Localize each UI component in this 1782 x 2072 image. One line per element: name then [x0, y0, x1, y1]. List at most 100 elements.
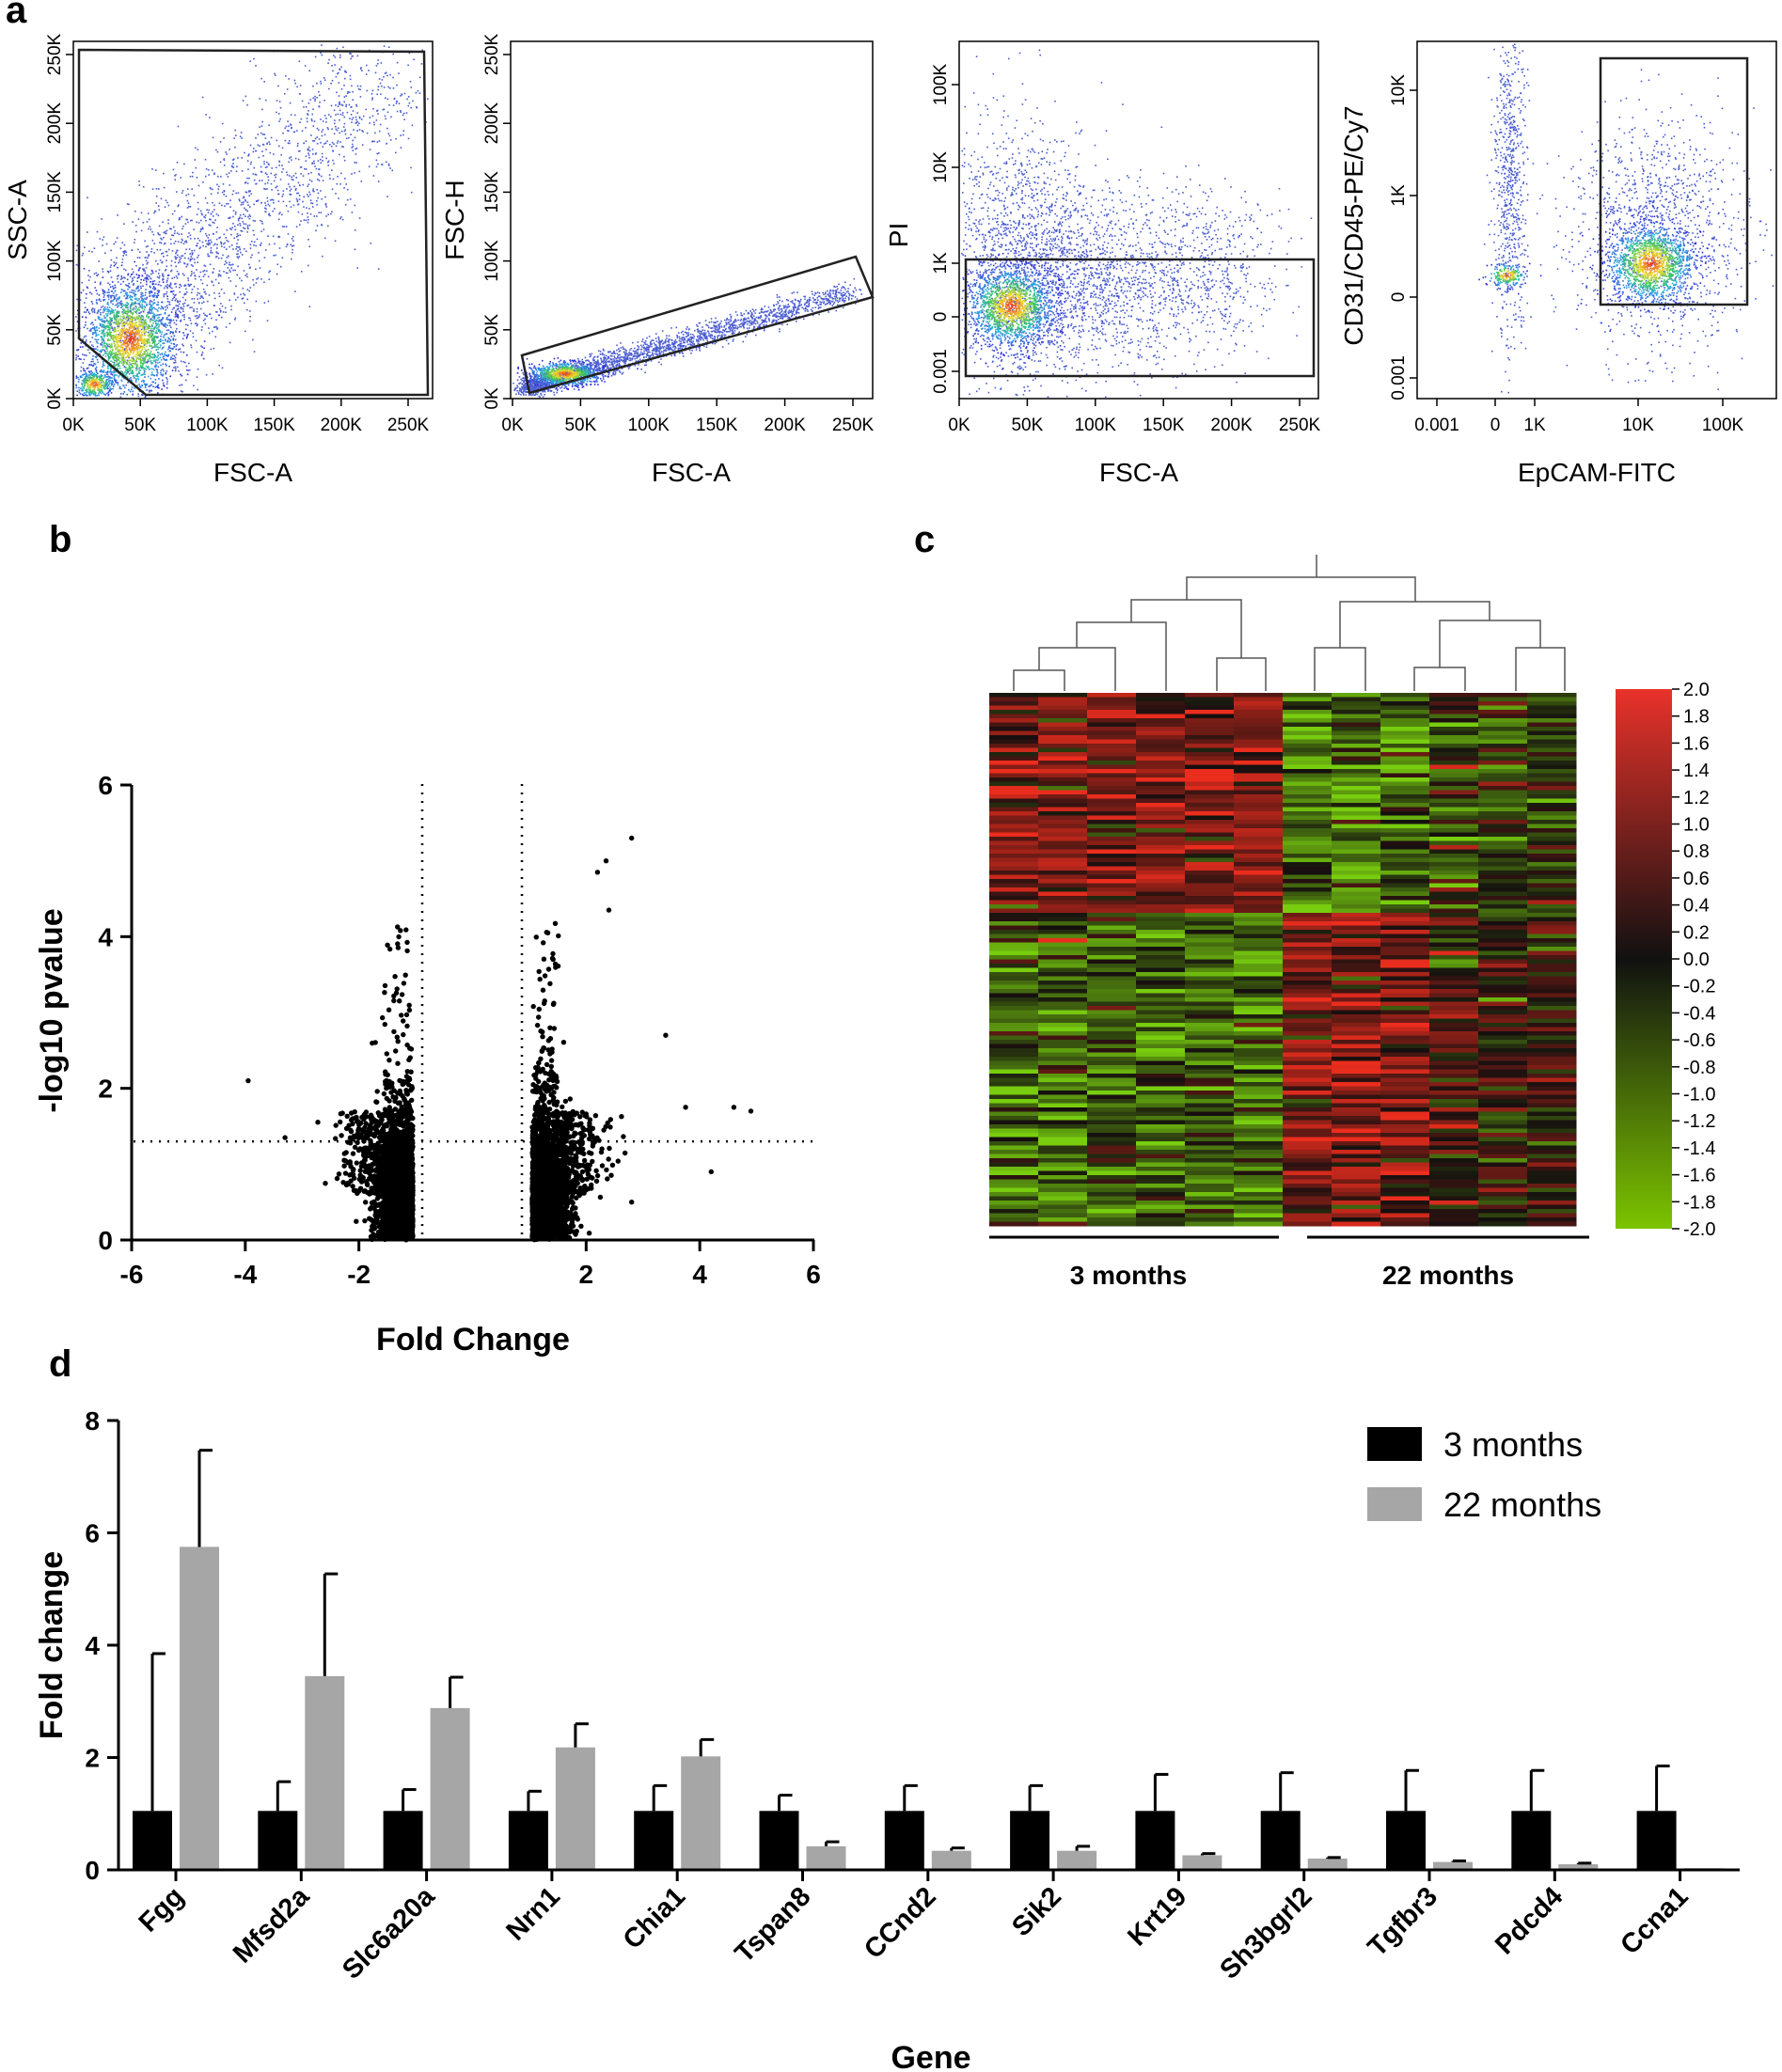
flow-event: [163, 324, 165, 327]
flow-event: [232, 210, 235, 212]
flow-event: [76, 390, 79, 392]
flow-event: [241, 201, 243, 204]
flow-event: [115, 352, 117, 354]
flow-event: [124, 250, 126, 252]
flow-event: [188, 285, 191, 287]
flow-event: [114, 345, 117, 348]
flow-event: [156, 292, 159, 295]
flow-event: [144, 368, 146, 369]
flow-event: [381, 79, 384, 81]
flow-event: [300, 165, 303, 168]
flow-event: [116, 337, 118, 339]
flow-event: [87, 386, 90, 389]
flow-event: [97, 317, 100, 320]
flow-event: [118, 331, 121, 334]
flow-event: [100, 388, 102, 391]
flow-event: [155, 359, 157, 361]
flow-event: [135, 309, 138, 312]
flow-event: [129, 294, 132, 297]
flow-event: [745, 318, 748, 321]
flow-event: [81, 382, 83, 385]
flow-event: [669, 352, 671, 353]
flow-event: [125, 332, 128, 334]
flow-event: [294, 82, 296, 85]
flow-event: [96, 341, 98, 343]
flow-event: [202, 312, 205, 315]
flow-event: [296, 192, 298, 195]
flow-event: [118, 337, 119, 339]
flow-event: [144, 370, 146, 372]
flow-event: [177, 205, 180, 208]
flow-event: [110, 318, 112, 320]
flow-event: [126, 291, 129, 294]
flow-event: [351, 212, 354, 213]
flow-event: [102, 311, 104, 314]
flow-event: [211, 281, 213, 284]
flow-event: [111, 327, 114, 329]
flow-event: [95, 370, 98, 372]
flow-event: [155, 270, 157, 273]
flow-event: [242, 287, 244, 290]
flow-event: [160, 369, 163, 371]
flow-event: [100, 373, 103, 376]
flow-event: [613, 359, 616, 361]
flow-event: [270, 136, 273, 139]
flow-event: [355, 147, 358, 149]
flow-event: [110, 249, 112, 252]
flow-event: [81, 254, 84, 257]
flow-event: [781, 308, 783, 310]
flow-event: [268, 164, 270, 166]
flow-event: [219, 310, 222, 313]
flow-event: [109, 356, 112, 359]
flow-event: [142, 186, 145, 188]
flow-event: [131, 348, 133, 351]
flow-event: [243, 270, 245, 272]
flow-event: [102, 364, 104, 366]
flow-event: [328, 58, 330, 61]
flow-event: [416, 106, 418, 108]
flow-event: [103, 322, 105, 324]
flow-event: [205, 240, 207, 242]
flow-event: [130, 343, 133, 345]
flow-event: [260, 244, 261, 246]
flow-event: [289, 102, 292, 104]
flow-event: [132, 367, 134, 369]
flow-event: [148, 349, 150, 351]
flow-event: [281, 226, 284, 228]
flow-event: [210, 212, 213, 215]
flow-event: [191, 219, 193, 222]
flow-event: [261, 143, 264, 146]
flow-event: [131, 369, 134, 371]
flow-event: [197, 208, 199, 211]
flow-event: [100, 311, 102, 314]
flow-event: [123, 344, 125, 346]
flow-event: [86, 292, 87, 295]
flow-event: [264, 211, 266, 212]
flow-event: [122, 347, 124, 350]
flow-event: [244, 228, 246, 229]
flow-event: [118, 302, 120, 304]
flow-event: [92, 360, 94, 363]
flow-event: [369, 149, 371, 150]
flow-event: [289, 157, 291, 159]
flow-event: [103, 382, 105, 385]
flow-event: [114, 318, 116, 320]
flow-event: [290, 188, 292, 190]
flow-event: [340, 172, 342, 175]
flow-event: [134, 367, 137, 369]
flow-event: [272, 235, 275, 238]
flow-event: [83, 373, 86, 375]
flow-event: [246, 231, 248, 233]
flow-event: [284, 127, 286, 130]
flow-event: [152, 385, 154, 387]
flow-event: [149, 330, 150, 332]
flow-event: [317, 196, 319, 199]
flow-event: [124, 277, 126, 279]
flow-event: [129, 327, 131, 330]
flow-event: [163, 275, 165, 277]
flow-event: [156, 332, 158, 335]
flow-event: [156, 296, 159, 299]
flow-event: [96, 275, 98, 276]
flow-event: [200, 345, 202, 347]
flow-event: [281, 213, 283, 216]
